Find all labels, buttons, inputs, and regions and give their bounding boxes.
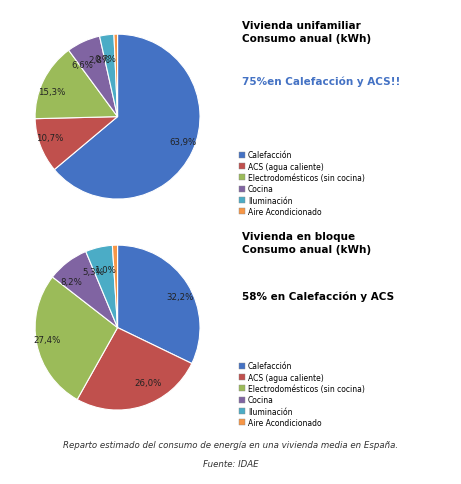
Text: Reparto estimado del consumo de energía en una vivienda media en España.: Reparto estimado del consumo de energía … bbox=[63, 440, 398, 449]
Text: Fuente: IDAE: Fuente: IDAE bbox=[203, 459, 258, 468]
Wedge shape bbox=[35, 51, 118, 120]
Text: 58% en Calefacción y ACS: 58% en Calefacción y ACS bbox=[242, 291, 394, 302]
Legend: Calefacción, ACS (agua caliente), Electrodomésticos (sin cocina), Cocina, Ilumin: Calefacción, ACS (agua caliente), Electr… bbox=[239, 362, 365, 427]
Wedge shape bbox=[69, 37, 118, 118]
Text: 6,6%: 6,6% bbox=[72, 60, 94, 69]
Wedge shape bbox=[35, 277, 118, 400]
Wedge shape bbox=[53, 252, 118, 328]
Text: 32,2%: 32,2% bbox=[166, 293, 194, 302]
Wedge shape bbox=[118, 246, 200, 364]
Text: Vivienda en bloque
Consumo anual (kWh): Vivienda en bloque Consumo anual (kWh) bbox=[242, 231, 371, 255]
Text: 10,7%: 10,7% bbox=[36, 133, 64, 142]
Wedge shape bbox=[100, 35, 118, 118]
Wedge shape bbox=[86, 246, 118, 328]
Wedge shape bbox=[54, 35, 200, 199]
Wedge shape bbox=[114, 35, 118, 118]
Text: 1,0%: 1,0% bbox=[94, 266, 116, 275]
Text: 8,2%: 8,2% bbox=[61, 278, 83, 287]
Text: 27,4%: 27,4% bbox=[34, 335, 61, 344]
Text: 2,8%: 2,8% bbox=[88, 56, 110, 65]
Text: 63,9%: 63,9% bbox=[170, 137, 197, 146]
Text: 26,0%: 26,0% bbox=[135, 378, 162, 387]
Text: 75%en Calefacción y ACS!!: 75%en Calefacción y ACS!! bbox=[242, 76, 400, 87]
Text: 15,3%: 15,3% bbox=[38, 88, 66, 96]
Wedge shape bbox=[35, 118, 118, 170]
Wedge shape bbox=[112, 246, 118, 328]
Text: Vivienda unifamiliar
Consumo anual (kWh): Vivienda unifamiliar Consumo anual (kWh) bbox=[242, 21, 371, 44]
Text: 0,7%: 0,7% bbox=[95, 55, 116, 64]
Wedge shape bbox=[77, 328, 192, 410]
Legend: Calefacción, ACS (agua caliente), Electrodomésticos (sin cocina), Cocina, Ilumin: Calefacción, ACS (agua caliente), Electr… bbox=[239, 151, 365, 216]
Text: 5,3%: 5,3% bbox=[83, 267, 105, 276]
